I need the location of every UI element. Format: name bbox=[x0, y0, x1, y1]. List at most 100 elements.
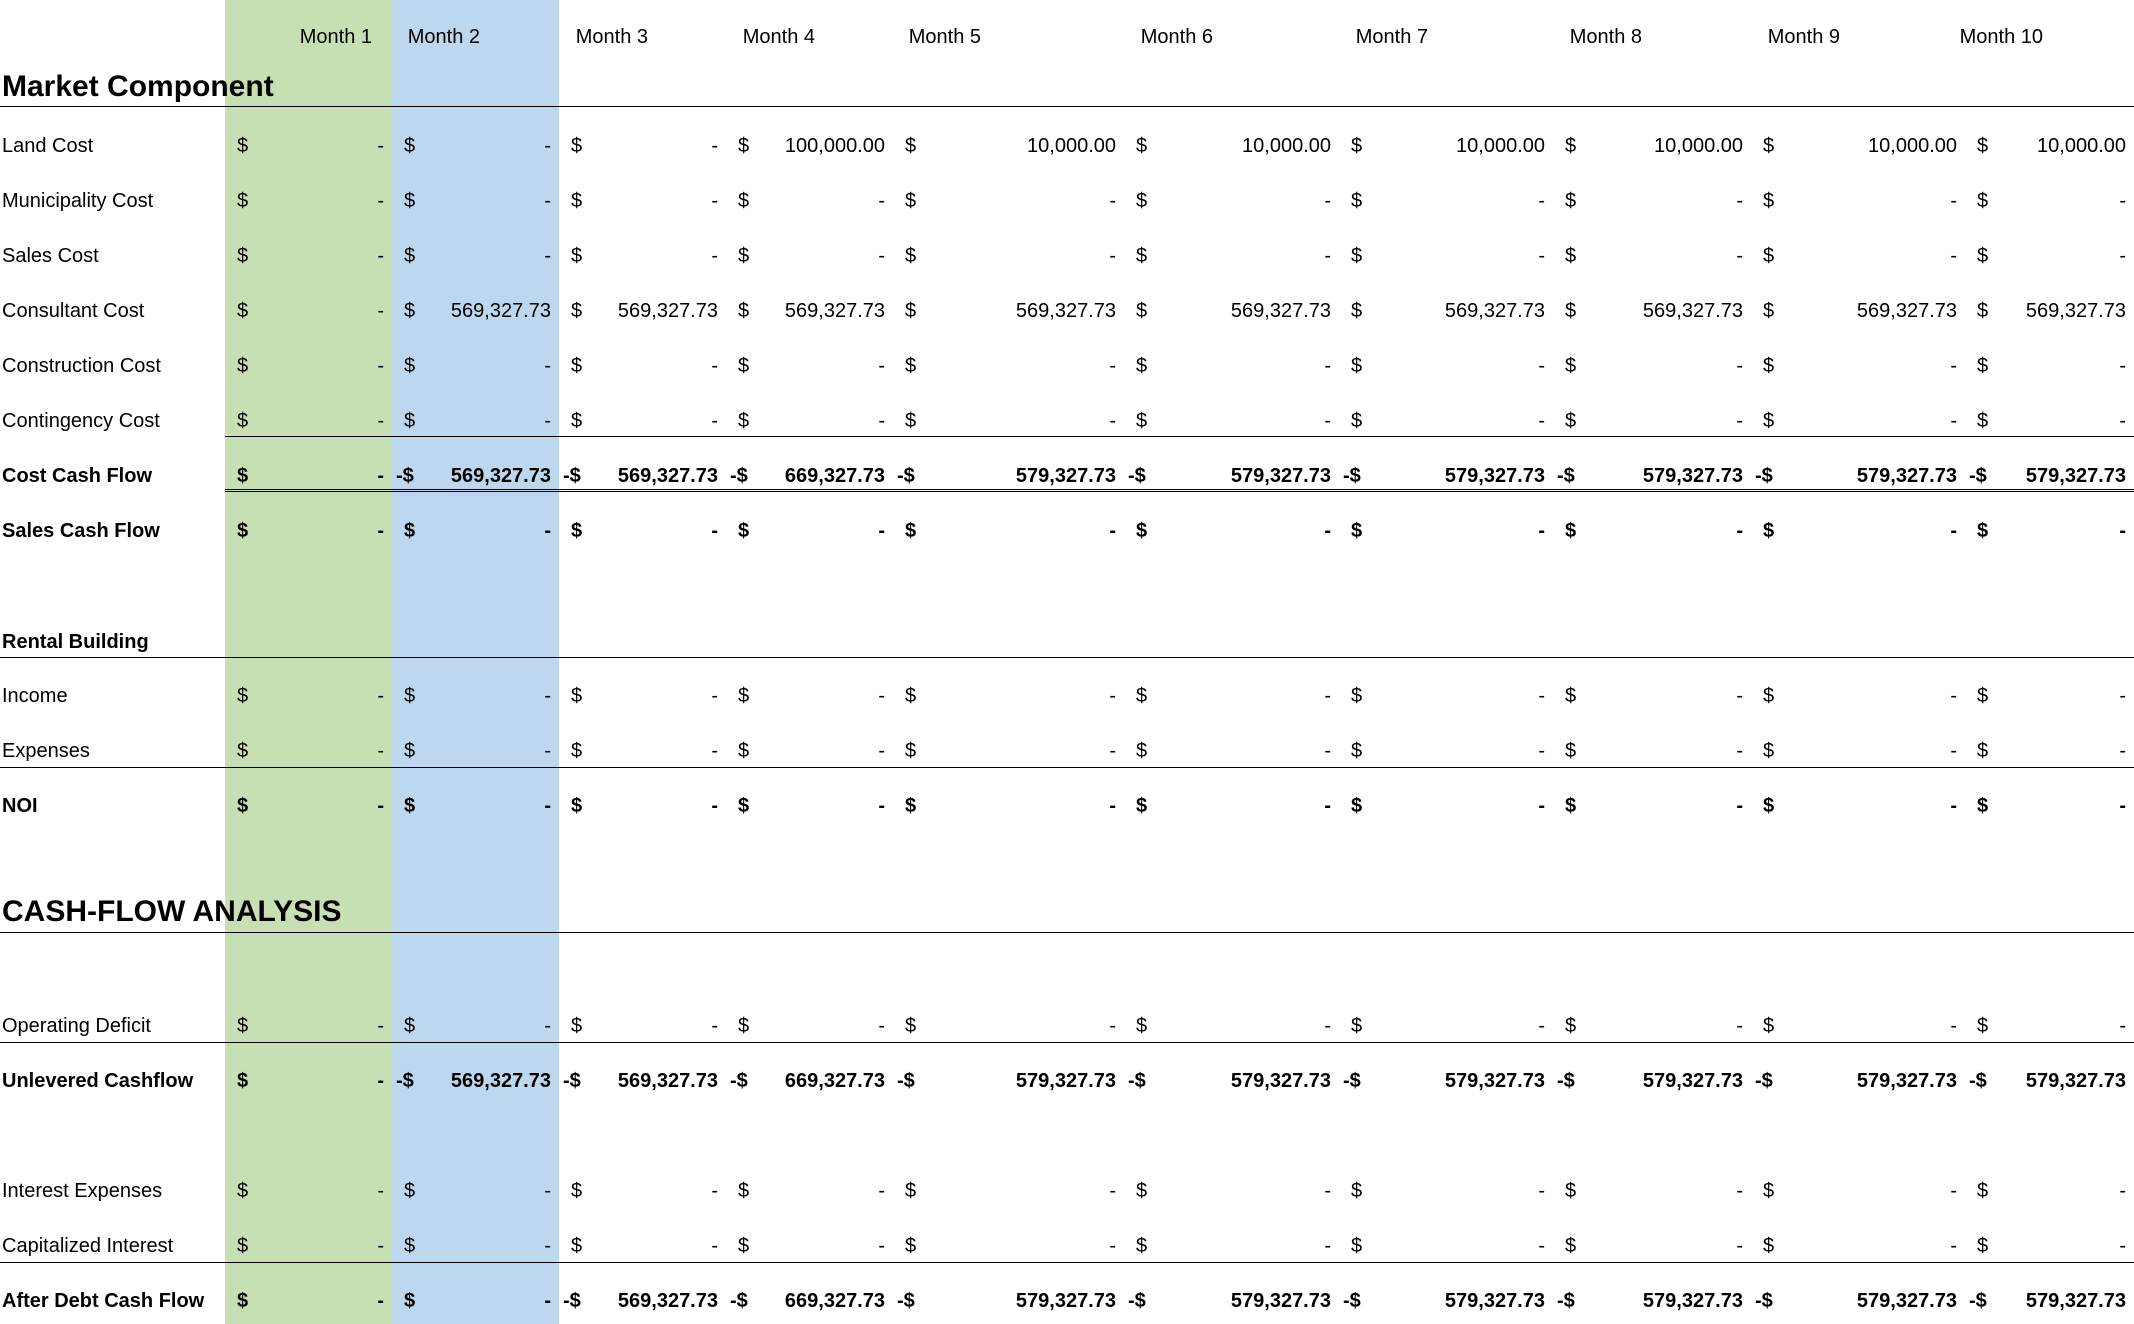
cell-construction-cost-month-3[interactable]: $ - bbox=[571, 355, 726, 385]
cell-sales-cash-flow-month-9[interactable]: $ - bbox=[1763, 520, 1965, 550]
cell-noi-month-1[interactable]: $ - bbox=[237, 795, 392, 825]
cell-noi-month-6[interactable]: $ - bbox=[1136, 795, 1339, 825]
cell-sales-cost-month-6[interactable]: $ - bbox=[1136, 245, 1339, 275]
cell-cost-cash-flow-month-10[interactable]: -$ 579,327.73 bbox=[1969, 465, 2134, 495]
cell-construction-cost-month-9[interactable]: $ - bbox=[1763, 355, 1965, 385]
cell-income-month-1[interactable]: $ - bbox=[237, 685, 392, 715]
cell-cost-cash-flow-month-3[interactable]: -$ 569,327.73 bbox=[563, 465, 726, 495]
cell-sales-cost-month-3[interactable]: $ - bbox=[571, 245, 726, 275]
cell-contingency-cost-month-8[interactable]: $ - bbox=[1565, 410, 1751, 440]
cell-land-cost-month-5[interactable]: $10,000.00 bbox=[905, 135, 1124, 165]
cell-land-cost-month-3[interactable]: $ - bbox=[571, 135, 726, 165]
cell-noi-month-3[interactable]: $ - bbox=[571, 795, 726, 825]
row-label[interactable]: Sales Cash Flow bbox=[2, 520, 160, 542]
cell-consultant-cost-month-7[interactable]: $569,327.73 bbox=[1351, 300, 1553, 330]
cell-capitalized-interest-month-5[interactable]: $ - bbox=[905, 1235, 1124, 1265]
cell-cost-cash-flow-month-8[interactable]: -$ 579,327.73 bbox=[1557, 465, 1751, 495]
cell-expenses-month-7[interactable]: $ - bbox=[1351, 740, 1553, 770]
cell-interest-expenses-month-2[interactable]: $ - bbox=[404, 1180, 559, 1210]
cell-construction-cost-month-6[interactable]: $ - bbox=[1136, 355, 1339, 385]
cell-noi-month-10[interactable]: $ - bbox=[1977, 795, 2134, 825]
cell-contingency-cost-month-10[interactable]: $ - bbox=[1977, 410, 2134, 440]
cell-operating-deficit-month-10[interactable]: $ - bbox=[1977, 1015, 2134, 1045]
cell-municipality-cost-month-8[interactable]: $ - bbox=[1565, 190, 1751, 220]
cell-sales-cash-flow-month-2[interactable]: $ - bbox=[404, 520, 559, 550]
cell-municipality-cost-month-2[interactable]: $ - bbox=[404, 190, 559, 220]
cell-land-cost-month-1[interactable]: $ - bbox=[237, 135, 392, 165]
cell-contingency-cost-month-2[interactable]: $ - bbox=[404, 410, 559, 440]
row-label[interactable]: Capitalized Interest bbox=[2, 1235, 174, 1257]
cell-income-month-9[interactable]: $ - bbox=[1763, 685, 1965, 715]
row-label[interactable]: Sales Cost bbox=[2, 245, 99, 267]
cell-land-cost-month-4[interactable]: $100,000.00 bbox=[738, 135, 893, 165]
cell-unlevered-cashflow-month-1[interactable]: $ - bbox=[237, 1070, 392, 1100]
cell-interest-expenses-month-10[interactable]: $ - bbox=[1977, 1180, 2134, 1210]
row-label[interactable]: Municipality Cost bbox=[2, 190, 154, 212]
cell-operating-deficit-month-2[interactable]: $ - bbox=[404, 1015, 559, 1045]
cell-consultant-cost-month-1[interactable]: $ - bbox=[237, 300, 392, 330]
cell-municipality-cost-month-4[interactable]: $ - bbox=[738, 190, 893, 220]
cell-consultant-cost-month-8[interactable]: $569,327.73 bbox=[1565, 300, 1751, 330]
cell-cost-cash-flow-month-9[interactable]: -$ 579,327.73 bbox=[1755, 465, 1965, 495]
cell-after-debt-cash-flow-month-1[interactable]: $ - bbox=[237, 1290, 392, 1320]
cell-interest-expenses-month-6[interactable]: $ - bbox=[1136, 1180, 1339, 1210]
cell-operating-deficit-month-6[interactable]: $ - bbox=[1136, 1015, 1339, 1045]
cell-expenses-month-4[interactable]: $ - bbox=[738, 740, 893, 770]
cell-noi-month-9[interactable]: $ - bbox=[1763, 795, 1965, 825]
cell-capitalized-interest-month-7[interactable]: $ - bbox=[1351, 1235, 1553, 1265]
cell-municipality-cost-month-5[interactable]: $ - bbox=[905, 190, 1124, 220]
cell-after-debt-cash-flow-month-2[interactable]: $ - bbox=[404, 1290, 559, 1320]
cell-unlevered-cashflow-month-2[interactable]: -$ 569,327.73 bbox=[396, 1070, 559, 1100]
cell-after-debt-cash-flow-month-3[interactable]: -$ 569,327.73 bbox=[563, 1290, 726, 1320]
cell-sales-cash-flow-month-6[interactable]: $ - bbox=[1136, 520, 1339, 550]
cell-sales-cash-flow-month-3[interactable]: $ - bbox=[571, 520, 726, 550]
cell-consultant-cost-month-4[interactable]: $569,327.73 bbox=[738, 300, 893, 330]
row-label[interactable]: After Debt Cash Flow bbox=[2, 1290, 205, 1312]
row-label[interactable]: Consultant Cost bbox=[2, 300, 145, 322]
cell-income-month-8[interactable]: $ - bbox=[1565, 685, 1751, 715]
cell-after-debt-cash-flow-month-10[interactable]: -$ 579,327.73 bbox=[1969, 1290, 2134, 1320]
cell-consultant-cost-month-5[interactable]: $569,327.73 bbox=[905, 300, 1124, 330]
cell-income-month-7[interactable]: $ - bbox=[1351, 685, 1553, 715]
row-label[interactable]: Unlevered Cashflow bbox=[2, 1070, 194, 1092]
cell-operating-deficit-month-8[interactable]: $ - bbox=[1565, 1015, 1751, 1045]
cell-sales-cost-month-5[interactable]: $ - bbox=[905, 245, 1124, 275]
cell-operating-deficit-month-9[interactable]: $ - bbox=[1763, 1015, 1965, 1045]
cell-sales-cost-month-10[interactable]: $ - bbox=[1977, 245, 2134, 275]
cell-sales-cost-month-1[interactable]: $ - bbox=[237, 245, 392, 275]
cell-land-cost-month-8[interactable]: $10,000.00 bbox=[1565, 135, 1751, 165]
cell-interest-expenses-month-8[interactable]: $ - bbox=[1565, 1180, 1751, 1210]
cell-sales-cost-month-7[interactable]: $ - bbox=[1351, 245, 1553, 275]
row-label[interactable]: Interest Expenses bbox=[2, 1180, 163, 1202]
cell-construction-cost-month-2[interactable]: $ - bbox=[404, 355, 559, 385]
cell-unlevered-cashflow-month-3[interactable]: -$ 569,327.73 bbox=[563, 1070, 726, 1100]
cell-capitalized-interest-month-3[interactable]: $ - bbox=[571, 1235, 726, 1265]
cell-sales-cost-month-9[interactable]: $ - bbox=[1763, 245, 1965, 275]
cell-expenses-month-2[interactable]: $ - bbox=[404, 740, 559, 770]
row-label[interactable]: Cost Cash Flow bbox=[2, 465, 153, 487]
cell-contingency-cost-month-5[interactable]: $ - bbox=[905, 410, 1124, 440]
cell-unlevered-cashflow-month-9[interactable]: -$ 579,327.73 bbox=[1755, 1070, 1965, 1100]
cell-after-debt-cash-flow-month-5[interactable]: -$ 579,327.73 bbox=[897, 1290, 1124, 1320]
cell-sales-cash-flow-month-7[interactable]: $ - bbox=[1351, 520, 1553, 550]
cell-sales-cost-month-4[interactable]: $ - bbox=[738, 245, 893, 275]
cell-interest-expenses-month-7[interactable]: $ - bbox=[1351, 1180, 1553, 1210]
cell-contingency-cost-month-6[interactable]: $ - bbox=[1136, 410, 1339, 440]
cell-interest-expenses-month-5[interactable]: $ - bbox=[905, 1180, 1124, 1210]
cell-expenses-month-1[interactable]: $ - bbox=[237, 740, 392, 770]
cell-capitalized-interest-month-6[interactable]: $ - bbox=[1136, 1235, 1339, 1265]
cell-income-month-2[interactable]: $ - bbox=[404, 685, 559, 715]
cell-cost-cash-flow-month-5[interactable]: -$ 579,327.73 bbox=[897, 465, 1124, 495]
cell-municipality-cost-month-6[interactable]: $ - bbox=[1136, 190, 1339, 220]
cell-construction-cost-month-10[interactable]: $ - bbox=[1977, 355, 2134, 385]
cell-capitalized-interest-month-1[interactable]: $ - bbox=[237, 1235, 392, 1265]
cell-sales-cash-flow-month-1[interactable]: $ - bbox=[237, 520, 392, 550]
cell-land-cost-month-9[interactable]: $10,000.00 bbox=[1763, 135, 1965, 165]
cell-after-debt-cash-flow-month-4[interactable]: -$ 669,327.73 bbox=[730, 1290, 893, 1320]
cell-land-cost-month-2[interactable]: $ - bbox=[404, 135, 559, 165]
cell-municipality-cost-month-9[interactable]: $ - bbox=[1763, 190, 1965, 220]
cell-construction-cost-month-5[interactable]: $ - bbox=[905, 355, 1124, 385]
cell-operating-deficit-month-1[interactable]: $ - bbox=[237, 1015, 392, 1045]
cell-contingency-cost-month-3[interactable]: $ - bbox=[571, 410, 726, 440]
cell-capitalized-interest-month-2[interactable]: $ - bbox=[404, 1235, 559, 1265]
